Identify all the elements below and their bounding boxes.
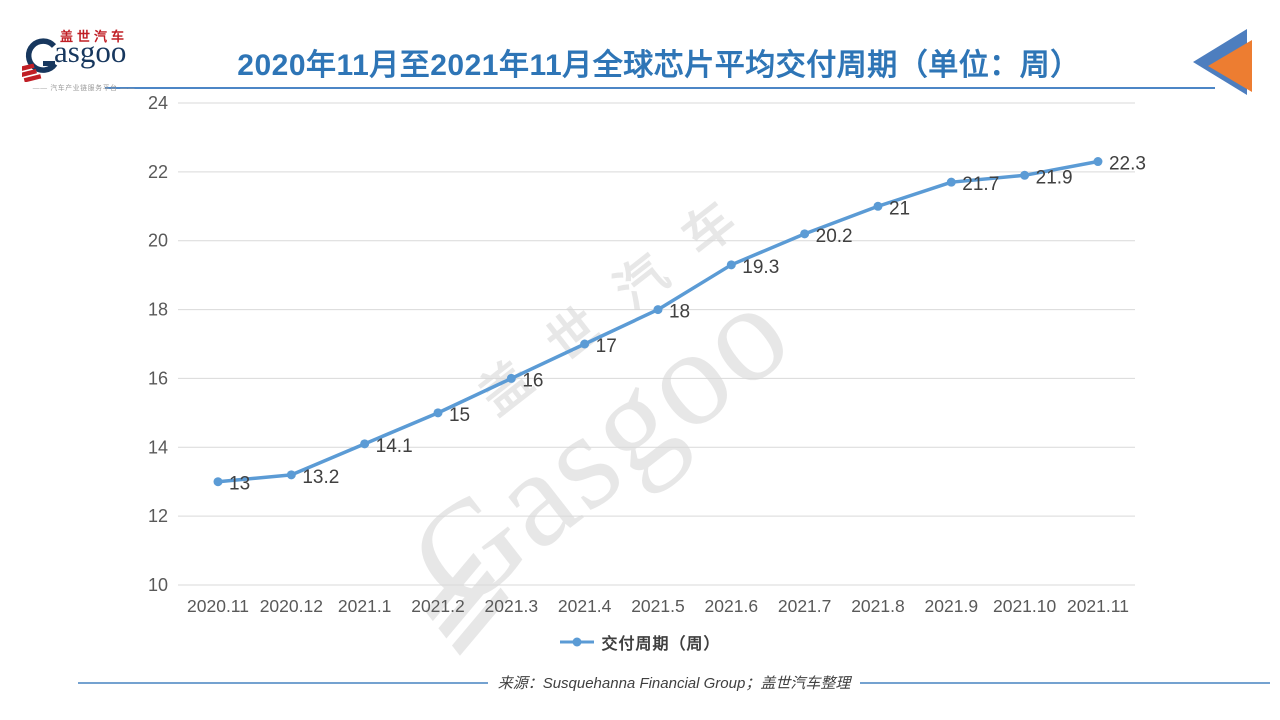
gasgoo-logo: 盖世汽车 asgoo —— 汽车产业链服务平台 ——: [22, 26, 152, 96]
data-point-marker: [800, 229, 810, 239]
x-tick-label: 2020.12: [260, 596, 323, 616]
data-point-marker: [946, 177, 956, 187]
y-tick-label: 20: [148, 231, 168, 251]
x-tick-label: 2020.11: [187, 596, 249, 616]
series-line: [216, 159, 1100, 484]
data-label: 21.7: [962, 174, 999, 195]
y-tick-label: 14: [148, 437, 168, 457]
data-point-marker: [653, 305, 663, 315]
data-label: 17: [596, 336, 617, 357]
data-label: 16: [522, 370, 543, 391]
y-tick-label: 10: [148, 575, 168, 595]
data-label: 18: [669, 302, 690, 323]
data-label: 21: [889, 198, 910, 219]
data-label: 15: [449, 405, 470, 426]
x-tick-label: 2021.5: [631, 596, 685, 616]
data-point-marker: [286, 470, 296, 480]
data-point-marker: [1093, 157, 1103, 167]
data-point-marker: [726, 260, 736, 270]
x-tick-label: 2021.4: [558, 596, 612, 616]
data-label: 22.3: [1109, 154, 1146, 175]
data-point-marker: [360, 439, 370, 449]
x-tick-label: 2021.2: [411, 596, 465, 616]
delivery-cycle-line-chart: 24 22 20 18 16 14 12 10 2020.11 2020.12 2021.1 2021…: [148, 95, 1146, 616]
data-point-marker: [580, 339, 590, 349]
data-point-marker: [506, 373, 516, 383]
data-label: 21.9: [1036, 167, 1073, 188]
page-title: 2020年11月至2021年11月全球芯片平均交付周期（单位：周）: [237, 49, 1081, 82]
x-tick-label: 2021.11: [1067, 596, 1129, 616]
title-underline: [105, 87, 1215, 89]
x-tick-label: 2021.8: [851, 596, 905, 616]
data-point-marker: [213, 477, 223, 487]
source-text: 来源：Susquehanna Financial Group；盖世汽车整理: [497, 675, 851, 692]
data-label: 13.2: [302, 467, 339, 488]
source-footer: 来源：Susquehanna Financial Group；盖世汽车整理: [78, 672, 1271, 693]
data-label: 13: [229, 474, 250, 495]
x-tick-label: 2021.6: [705, 596, 759, 616]
back-arrow-orange-icon: [1208, 40, 1252, 92]
legend: 交付周期（周）: [0, 630, 1280, 654]
footer-rule-right: [860, 681, 1271, 684]
logo-chinese-name: 盖世汽车: [60, 29, 129, 44]
gasgoo-g-icon: [22, 38, 58, 82]
data-label: 20.2: [816, 226, 853, 247]
x-tick-label: 2021.7: [778, 596, 832, 616]
y-tick-label: 22: [148, 162, 168, 182]
y-tick-label: 12: [148, 506, 168, 526]
logo-tagline: —— 汽车产业链服务平台 ——: [32, 84, 136, 93]
legend-label: 交付周期（周）: [601, 636, 721, 653]
y-tick-label: 24: [148, 95, 168, 113]
x-tick-label: 2021.3: [485, 596, 539, 616]
data-label: 14.1: [376, 436, 413, 457]
data-label: 19.3: [742, 257, 779, 278]
x-tick-label: 2021.9: [925, 596, 979, 616]
x-tick-label: 2021.1: [338, 596, 392, 616]
logo-english-name: asgoo: [54, 34, 127, 69]
footer-rule-left: [78, 681, 488, 684]
data-point-marker: [1020, 170, 1030, 180]
x-tick-label: 2021.10: [993, 596, 1057, 616]
data-point-marker: [873, 201, 883, 211]
legend-line-marker-icon: [560, 637, 595, 647]
y-tick-label: 16: [148, 368, 168, 388]
y-tick-label: 18: [148, 300, 168, 320]
data-point-marker: [433, 408, 443, 418]
